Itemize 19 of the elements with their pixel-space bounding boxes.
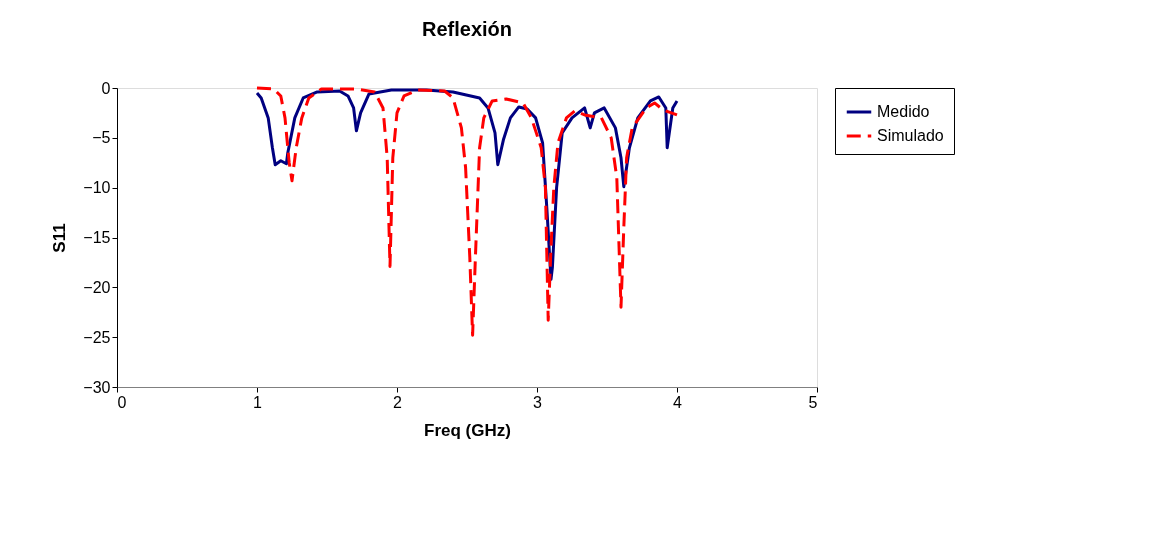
y-tick-label: −25 xyxy=(83,328,111,346)
y-tick-label: −10 xyxy=(83,179,111,197)
x-tick-label: 2 xyxy=(393,393,403,411)
x-tick-label: 3 xyxy=(533,393,543,411)
x-tick-label: 5 xyxy=(808,393,818,411)
y-tick-label: 0 xyxy=(101,79,111,97)
x-axis-title: Freq (GHz) xyxy=(424,420,511,440)
x-tick-label: 4 xyxy=(673,393,683,411)
y-tick-label: −5 xyxy=(92,129,111,147)
line-series xyxy=(255,86,679,337)
y-tick-label: −15 xyxy=(83,229,111,246)
y-axis-title: S11 xyxy=(50,223,70,253)
x-tick-label: 0 xyxy=(117,393,127,411)
x-tick-label: 1 xyxy=(253,393,263,411)
legend-label: Medido xyxy=(877,103,930,120)
y-tick-label: −20 xyxy=(83,278,111,296)
y-tick-label: −30 xyxy=(83,378,111,396)
legend-label: Simulado xyxy=(877,127,944,144)
chart-title: Reflexión xyxy=(421,18,513,40)
